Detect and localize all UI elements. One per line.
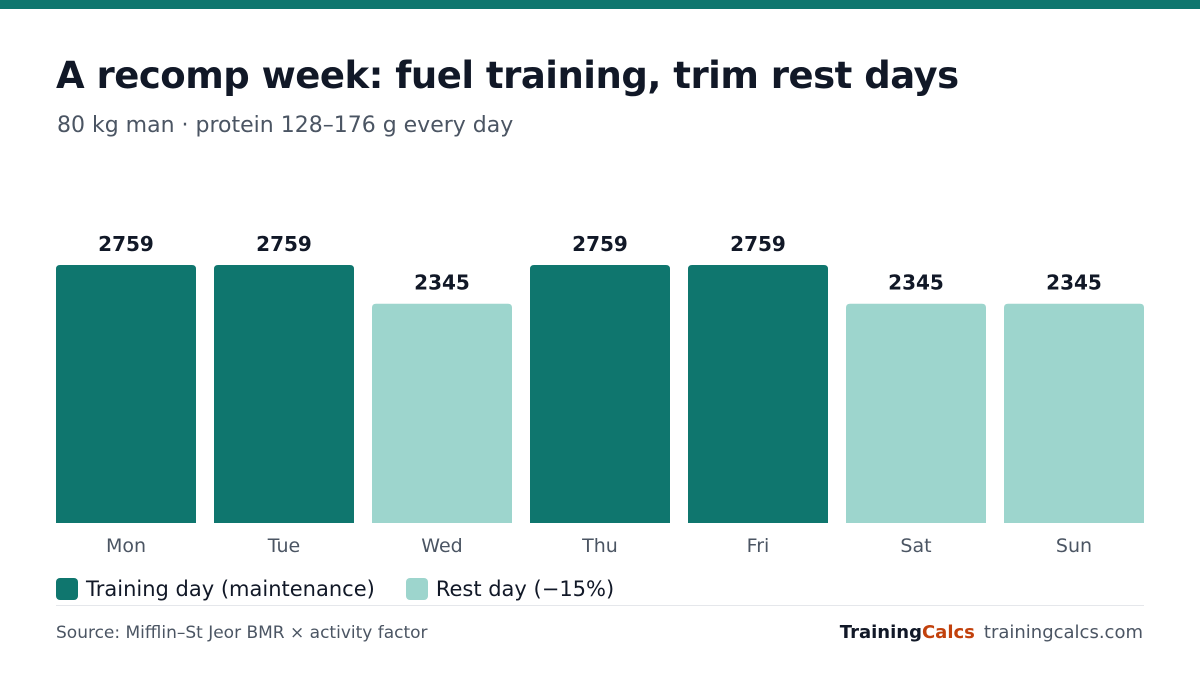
- data-label-wed: 2345: [414, 271, 470, 295]
- data-label-thu: 2759: [572, 232, 628, 256]
- legend-item-rest: Rest day (−15%): [405, 577, 615, 601]
- x-tick-label-sun: Sun: [1056, 535, 1092, 557]
- brand: Training Calcs trainingcalcs.com: [840, 622, 1143, 643]
- top-accent-bar: [0, 0, 1200, 9]
- bar-mon: [56, 265, 196, 523]
- chart-subtitle: 80 kg man · protein 128–176 g every day: [57, 113, 514, 138]
- brand-url: trainingcalcs.com: [983, 622, 1143, 643]
- footer-divider: [56, 605, 1144, 606]
- bar-sat: [846, 303, 986, 523]
- data-label-sat: 2345: [888, 271, 944, 295]
- x-tick-label-mon: Mon: [106, 535, 146, 557]
- bar-sun: [1004, 303, 1144, 523]
- legend-label-rest: Rest day (−15%): [435, 577, 615, 601]
- x-tick-label-sat: Sat: [900, 535, 931, 557]
- legend-swatch-training: [56, 578, 78, 600]
- legend-item-training: Training day (maintenance): [56, 577, 375, 601]
- bar-thu: [530, 265, 670, 523]
- bar-fri: [688, 265, 828, 523]
- x-tick-label-fri: Fri: [747, 535, 770, 557]
- x-tick-label-wed: Wed: [421, 535, 462, 557]
- bar-tue: [214, 265, 354, 523]
- legend-label-training: Training day (maintenance): [86, 577, 375, 601]
- x-tick-label-thu: Thu: [581, 535, 618, 557]
- data-label-sun: 2345: [1046, 271, 1102, 295]
- source-note: Source: Mifflin–St Jeor BMR × activity f…: [56, 623, 428, 643]
- x-tick-label-tue: Tue: [267, 535, 300, 557]
- brand-name-part2: Calcs: [921, 622, 975, 643]
- data-label-mon: 2759: [98, 232, 154, 256]
- bar-wed: [372, 303, 512, 523]
- data-label-fri: 2759: [730, 232, 786, 256]
- legend-swatch-rest: [405, 578, 428, 600]
- data-label-tue: 2759: [256, 232, 312, 256]
- legend: Training day (maintenance) Rest day (−15…: [56, 577, 645, 601]
- brand-name-part1: Training: [839, 622, 922, 643]
- chart-title: A recomp week: fuel training, trim rest …: [56, 54, 959, 97]
